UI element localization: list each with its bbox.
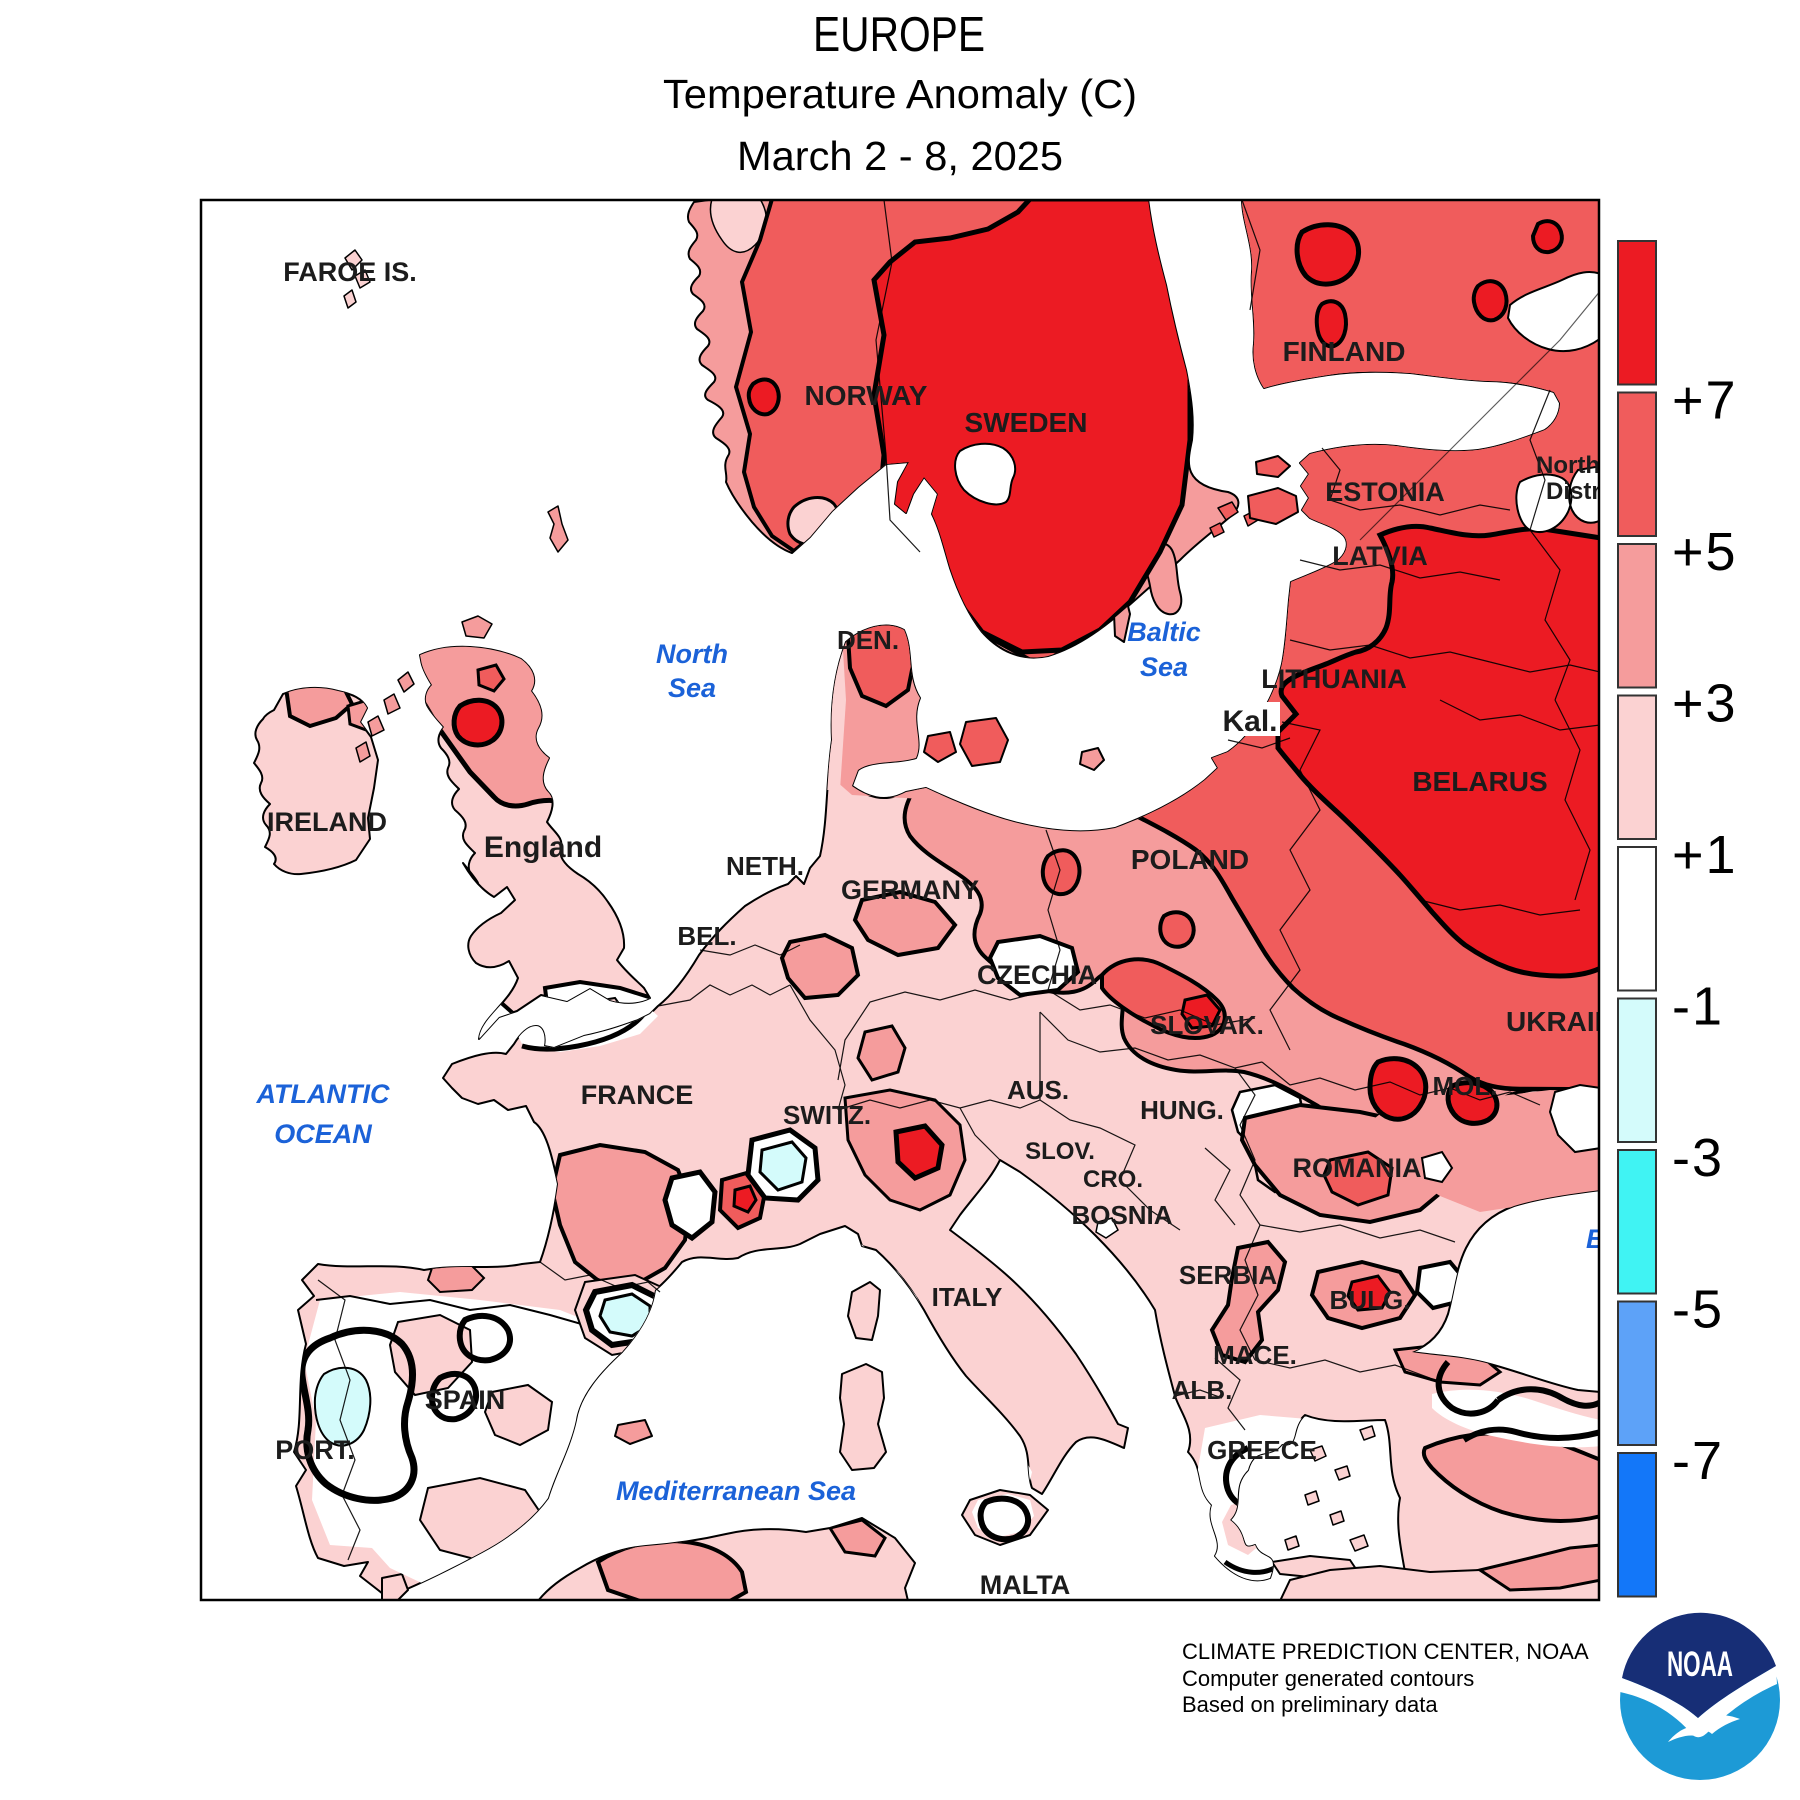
svg-text:CLIMATE PREDICTION CENTER, NOA: CLIMATE PREDICTION CENTER, NOAA [1182,1639,1589,1664]
svg-text:Based on preliminary data: Based on preliminary data [1182,1692,1438,1717]
svg-text:England: England [484,831,602,864]
svg-text:HUNG.: HUNG. [1140,1095,1224,1125]
svg-text:MACE.: MACE. [1213,1340,1297,1370]
svg-text:GREECE: GREECE [1207,1435,1317,1465]
svg-text:CRO.: CRO. [1083,1166,1143,1193]
svg-text:NETH.: NETH. [726,851,804,881]
svg-text:NORWAY: NORWAY [805,380,928,411]
svg-text:LATVIA: LATVIA [1332,541,1428,571]
svg-text:SWITZ.: SWITZ. [783,1100,871,1130]
svg-text:Mediterranean Sea: Mediterranean Sea [616,1476,856,1506]
svg-text:Computer generated contours: Computer generated contours [1182,1666,1474,1691]
svg-text:FINLAND: FINLAND [1283,336,1406,367]
svg-text:FRANCE: FRANCE [581,1080,694,1110]
svg-text:MOL.: MOL. [1433,1071,1498,1101]
svg-text:SWEDEN: SWEDEN [965,407,1088,438]
svg-text:SERBIA: SERBIA [1179,1260,1277,1290]
svg-text:ROMANIA: ROMANIA [1293,1153,1422,1183]
svg-text:NOAA: NOAA [1667,1645,1733,1684]
svg-text:-5: -5 [1672,1280,1724,1340]
svg-text:-1: -1 [1672,977,1724,1037]
svg-text:Sea: Sea [1140,652,1188,682]
svg-text:AUS.: AUS. [1007,1075,1069,1105]
svg-text:GERMANY: GERMANY [841,875,979,905]
svg-text:Temperature Anomaly (C): Temperature Anomaly (C) [663,71,1137,117]
svg-text:CZECHIA: CZECHIA [977,960,1097,990]
svg-text:MALTA: MALTA [980,1570,1070,1600]
svg-text:SLOVAK.: SLOVAK. [1150,1010,1264,1040]
svg-text:March 2 - 8, 2025: March 2 - 8, 2025 [737,133,1063,179]
svg-text:SLOV.: SLOV. [1025,1138,1095,1165]
svg-text:BEL.: BEL. [677,921,736,951]
svg-text:SPAIN: SPAIN [425,1385,506,1415]
svg-text:EUROPE: EUROPE [813,8,985,62]
svg-text:-7: -7 [1672,1431,1724,1491]
svg-text:BELARUS: BELARUS [1412,766,1547,797]
svg-text:ALB.: ALB. [1172,1375,1233,1405]
svg-text:Sea: Sea [668,673,716,703]
svg-text:OCEAN: OCEAN [274,1119,372,1149]
svg-text:Baltic: Baltic [1127,617,1201,647]
svg-text:Northwest: Northwest [1536,452,1653,479]
svg-text:BULG.: BULG. [1330,1285,1411,1315]
svg-text:Black: Black [1586,1224,1660,1254]
svg-text:ESTONIA: ESTONIA [1325,477,1445,507]
svg-text:+1: +1 [1672,825,1738,885]
svg-text:IRELAND: IRELAND [267,807,387,837]
svg-text:ITALY: ITALY [932,1282,1003,1312]
svg-text:UKRAINE: UKRAINE [1506,1006,1634,1037]
svg-text:Kal.: Kal. [1222,705,1277,738]
svg-text:+5: +5 [1672,522,1738,582]
svg-text:LITHUANIA: LITHUANIA [1261,664,1406,694]
svg-text:ATLANTIC: ATLANTIC [256,1079,390,1109]
svg-text:FAROE IS.: FAROE IS. [283,257,417,287]
svg-text:BOSNIA: BOSNIA [1071,1200,1172,1230]
svg-text:-3: -3 [1672,1128,1724,1188]
svg-text:North: North [656,639,728,669]
svg-text:+7: +7 [1672,371,1738,431]
svg-text:POLAND: POLAND [1131,844,1249,875]
svg-text:+3: +3 [1672,674,1738,734]
svg-text:PORT.: PORT. [275,1435,355,1465]
svg-text:DEN.: DEN. [837,625,899,655]
svg-text:District: District [1546,478,1629,505]
